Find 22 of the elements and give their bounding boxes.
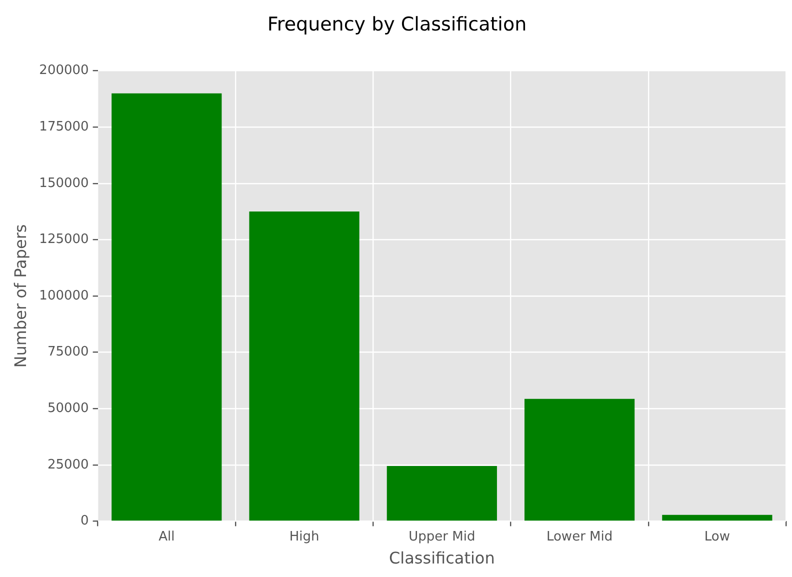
y-tick-label: 0 <box>80 514 89 529</box>
y-tick-label: 50000 <box>47 400 89 416</box>
bar <box>249 212 360 521</box>
y-tick-label: 150000 <box>39 176 89 191</box>
bar <box>524 398 635 521</box>
y-tick-label: 25000 <box>47 457 89 472</box>
y-tick-label: 75000 <box>47 344 89 360</box>
y-tick-label: 100000 <box>39 288 89 304</box>
bar <box>662 514 772 521</box>
y-axis-title: Number of Papers <box>10 224 30 368</box>
x-axis-title: Classification <box>388 548 495 568</box>
y-tick-label: 175000 <box>39 119 89 134</box>
y-tick-label: 200000 <box>39 63 89 78</box>
y-tick-label: 125000 <box>39 232 89 248</box>
x-tick-label: High <box>289 529 320 544</box>
bar <box>386 466 497 521</box>
bar <box>112 93 222 521</box>
x-tick-label: Upper Mid <box>408 529 476 544</box>
chart-title: Frequency by Classification <box>267 13 527 36</box>
x-tick-label: Low <box>704 529 730 544</box>
x-tick-label: Lower Mid <box>546 529 613 544</box>
x-tick-label: All <box>158 529 175 544</box>
